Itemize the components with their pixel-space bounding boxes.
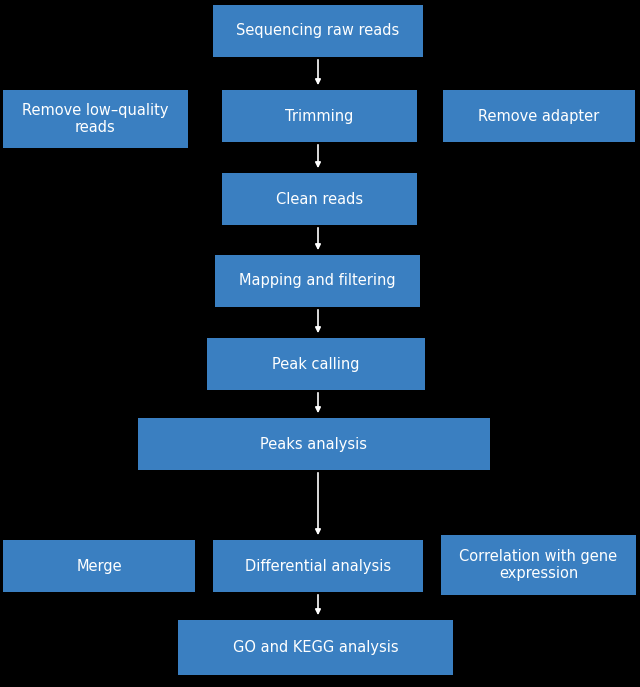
FancyBboxPatch shape <box>3 90 188 148</box>
FancyBboxPatch shape <box>215 255 420 307</box>
Text: Remove adapter: Remove adapter <box>478 109 600 124</box>
FancyBboxPatch shape <box>207 338 425 390</box>
Text: Trimming: Trimming <box>285 109 354 124</box>
FancyBboxPatch shape <box>222 173 417 225</box>
Text: Clean reads: Clean reads <box>276 192 363 207</box>
Text: Differential analysis: Differential analysis <box>245 559 391 574</box>
FancyBboxPatch shape <box>443 90 635 142</box>
Text: Correlation with gene
expression: Correlation with gene expression <box>460 549 618 581</box>
FancyBboxPatch shape <box>213 540 423 592</box>
FancyBboxPatch shape <box>222 90 417 142</box>
Text: Remove low–quality
reads: Remove low–quality reads <box>22 103 169 135</box>
Text: GO and KEGG analysis: GO and KEGG analysis <box>233 640 398 655</box>
Text: Sequencing raw reads: Sequencing raw reads <box>236 23 399 38</box>
Text: Peak calling: Peak calling <box>272 357 360 372</box>
FancyBboxPatch shape <box>441 535 636 595</box>
FancyBboxPatch shape <box>138 418 490 470</box>
Text: Mapping and filtering: Mapping and filtering <box>239 273 396 289</box>
FancyBboxPatch shape <box>178 620 453 675</box>
FancyBboxPatch shape <box>3 540 195 592</box>
FancyBboxPatch shape <box>213 5 423 57</box>
Text: Merge: Merge <box>76 559 122 574</box>
Text: Peaks analysis: Peaks analysis <box>260 436 367 451</box>
